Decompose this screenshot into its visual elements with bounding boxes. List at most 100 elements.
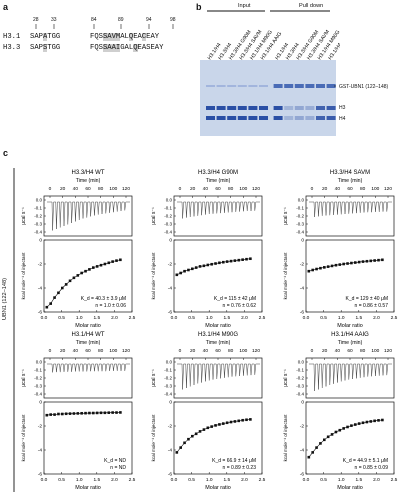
data-point [183,269,186,273]
gst-band [216,85,226,87]
ytick-label: -6 [168,472,173,478]
h3-band [237,106,247,110]
xtick-label: 2.0 [111,477,118,483]
kd-annotation: K_d = 66.9 ± 14 μM [212,458,256,464]
panel-b-label: b [196,2,202,12]
ytick-label: -2 [38,262,43,268]
integrated-frame [173,401,263,475]
ytick-label: 0 [301,400,304,406]
n-annotation: n = 0.76 ± 0.62 [223,303,257,309]
h3-band [326,106,336,110]
data-point [249,257,252,261]
time-tick-label: 80 [228,186,234,192]
integrated-ylabel: kcal mole⁻¹ of injectant [283,414,288,462]
h4-band [248,116,258,120]
data-point [346,262,349,265]
raw-ytick-label: -0.3 [296,222,304,227]
data-point [206,263,210,267]
ytick-label: -4 [38,448,43,454]
group-brackets [207,10,330,12]
data-point [64,412,68,416]
data-point [342,262,345,266]
itc-panel: H3.1/H4 AAIG Time (min) 0 20 40 60 80 100 120 0.0… [283,332,398,491]
raw-ytick-label: -0.4 [164,230,172,235]
xtick-label: 2.0 [241,477,248,483]
band-label-h4: H4 [339,116,346,122]
xtick-label: 0.5 [188,315,195,321]
xtick-label: 2.5 [259,477,266,483]
raw-ytick-label: -0.3 [164,384,172,389]
xtick-label: 0.0 [303,315,310,321]
data-point [229,259,233,263]
pulldown-group-label: Pull down [299,3,324,9]
time-tick-label: 120 [122,348,130,354]
data-point [194,432,198,436]
data-point [381,258,384,262]
integrated-ylabel: kcal mole⁻¹ of injectant [283,252,288,300]
itc-title: H3.3/H4 SAVM [330,170,370,176]
time-tick-label: 100 [239,348,247,354]
ytick-label: -6 [38,310,43,316]
kd-annotation: K_d = 129 ± 40 μM [346,296,388,302]
data-point [115,411,118,414]
data-point [119,411,122,414]
data-point [330,433,334,436]
ytick-label: 0 [39,238,42,244]
xtick-label: 0.5 [320,477,327,483]
time-tick-label: 100 [371,348,379,354]
raw-ytick-label: -0.2 [34,376,42,381]
data-point [84,411,87,415]
raw-ytick-label: -0.2 [164,214,172,219]
data-point [233,259,237,262]
time-tick-label: 20 [322,348,328,354]
data-point [95,265,99,268]
xtick-label: 1.5 [223,315,230,321]
raw-ylabel: μcal s⁻¹ [21,207,27,225]
data-point [191,267,194,271]
raw-ytick-label: -0.2 [296,376,304,381]
raw-ytick-label: 0.0 [298,360,305,365]
residue-number: 84 [91,17,97,23]
data-point [103,262,107,266]
raw-ytick-label: -0.4 [296,392,304,397]
integrated-frame [173,239,263,313]
data-point [99,411,103,415]
band-label-gst: GST-UBN1 (122–148) [339,84,389,90]
xlabel: Molar ratio [337,323,362,329]
thermogram-trace [47,201,130,231]
data-point [57,291,60,295]
n-annotation: n = 0.85 ± 0.09 [355,465,389,471]
data-point [326,435,330,439]
data-point [338,428,342,432]
xlabel: Molar ratio [75,485,100,491]
data-point [191,434,194,438]
raw-ytick-label: 0.0 [166,360,173,365]
data-point [210,425,213,428]
raw-ylabel: μcal s⁻¹ [21,369,27,387]
time-tick-label: 20 [190,348,196,354]
fit-line [176,419,251,453]
data-point [319,442,322,445]
data-point [88,268,91,271]
thermogram-trace [309,201,392,218]
time-tick-label: 40 [335,186,341,192]
xtick-label: 2.0 [373,477,380,483]
thermogram-trace [47,363,130,373]
time-tick-label: 20 [322,186,328,192]
sequence-right-h31: FQSSAVMALQEACEAY [90,33,160,41]
raw-ytick-label: -0.4 [34,230,42,235]
gst-band [206,85,215,87]
raw-ytick-label: -0.1 [164,206,172,211]
time-tick-label: 60 [215,186,221,192]
xtick-label: 1.0 [338,315,345,321]
data-point [307,455,311,459]
xtick-label: 1.5 [93,315,100,321]
data-point [373,419,376,423]
time-tick-label: 20 [190,186,196,192]
time-tick-label: 40 [203,186,209,192]
xtick-label: 1.5 [223,477,230,483]
itc-panel: H3.3/H4 SAVM Time (min) 0 20 40 60 80 100 120 0.0… [283,170,398,329]
time-tick-label: 0 [179,348,182,354]
ytick-label: 0 [169,400,172,406]
